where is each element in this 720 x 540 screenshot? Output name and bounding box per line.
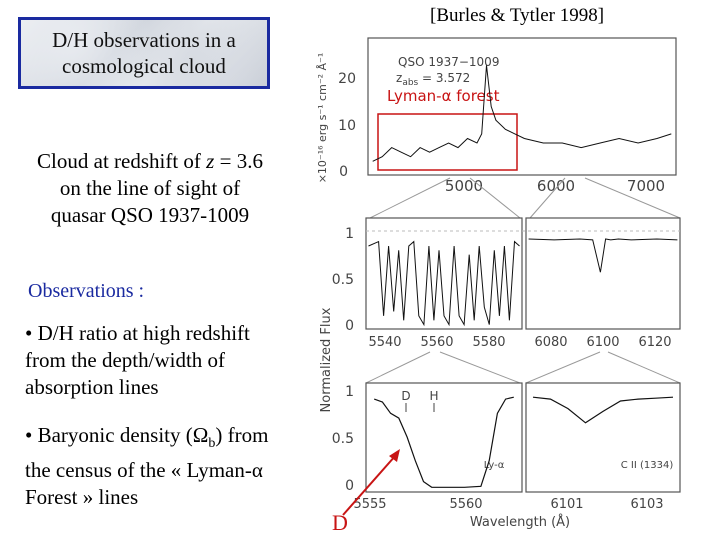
top-xtick-5000: 5000 [445,177,483,195]
observations-title: Observations : [28,280,145,302]
cloud-line-2: on the line of sight of [59,176,241,200]
mid-xtick-6100: 6100 [586,335,619,350]
mid-ytick-1: 1 [345,226,354,242]
deuterium-arrow [342,449,400,516]
middle-right-spectrum [528,238,678,273]
mid-ytick-0: 0 [345,318,354,334]
title-line-1: D/H observations in a [52,28,236,52]
title-box: D/H observations in a cosmological cloud [18,17,270,89]
zabs-label: zabs = 3.572 [396,71,470,88]
bottom-panels: 1 0.5 0 5555 5560 6101 6103 Wavelength (… [332,382,681,530]
top-panel-ylabel: ×10⁻¹⁶ erg s⁻¹ cm⁻² Å⁻¹ [316,53,329,184]
bot-ytick-0: 0 [345,478,354,494]
mid-xtick-5540: 5540 [368,335,401,350]
ly-alpha-panel-label: Ly-α [484,460,505,471]
bot-ytick-1: 1 [345,384,354,400]
middle-right-frame [525,217,681,330]
bullet-1-line-3: absorption lines [25,375,159,399]
normalized-flux-label: Normalized Flux [319,307,334,412]
reference-citation: [Burles & Tytler 1998] [430,5,605,26]
mid-ytick-05: 0.5 [332,272,354,288]
zoom-lines [369,177,681,219]
zabs-value: = 3.572 [418,71,470,85]
hydrogen-marker-label: H [429,389,438,403]
omega-subscript: b [208,436,216,452]
bot-ytick-05: 0.5 [332,431,354,447]
cloud-line-3: quasar QSO 1937-1009 [50,203,250,227]
bullet-baryonic-density: • Baryonic density (Ωb) from the census … [25,422,320,511]
top-panel-frame [367,37,677,176]
top-xtick-6000: 6000 [537,177,575,195]
mid-xtick-6120: 6120 [638,335,671,350]
cloud-line-1-prefix: Cloud at redshift of [37,149,207,173]
bullet-2-text-a: • Baryonic density ( [25,423,193,447]
lyman-forest-highlight [377,113,518,171]
zoom-line-4 [584,177,681,219]
zoom-line-1 [369,177,451,219]
zoom-line-7 [525,351,601,384]
arrow-head [389,449,400,462]
zoom-line-2 [469,177,521,219]
bot-xtick-5555: 5555 [353,497,386,512]
bottom-left-frame [365,382,523,493]
redshift-variable: z [206,149,215,173]
omega-symbol: Ω [192,423,209,447]
zoom-line-6 [439,351,521,384]
cloud-line-1: Cloud at redshift of z = 3.6 [10,148,290,175]
bullet-2-text-b: ) from [215,423,269,447]
cii-panel-label: C II (1334) [621,460,674,471]
bullet-1-line-2: from the depth/width of [25,348,226,372]
mid-xtick-5580: 5580 [472,335,505,350]
mid-xtick-6080: 6080 [534,335,567,350]
bullet-2-line-2: the census of the « Lyman-α [25,458,263,483]
zoom-line-3 [529,177,566,219]
zoom-line-5 [365,351,431,384]
zoom-lines-lower [365,351,681,384]
bottom-right-spectrum [532,396,674,424]
top-ytick-20: 20 [338,71,356,87]
bottom-right-frame [525,382,681,493]
zabs-z: z [396,71,402,85]
cloud-description: Cloud at redshift of z = 3.6 on the line… [10,148,290,229]
middle-left-spectrum [368,240,520,327]
deuterium-marker-label: D [401,389,410,403]
top-xtick-7000: 7000 [627,177,665,195]
bot-xtick-6103: 6103 [630,497,663,512]
zoom-line-8 [607,351,681,384]
arrow-shaft [342,454,397,516]
bot-xtick-6101: 6101 [550,497,583,512]
bullet-dh-ratio: • D/H ratio at high redshift from the de… [25,320,315,401]
wavelength-axis-label: Wavelength (Å) [470,514,570,530]
bullet-2-line-3: Forest » lines [25,485,139,510]
bullet-2-line-1: • Baryonic density (Ωb) from [25,422,320,457]
cloud-line-1-suffix: = 3.6 [214,149,263,173]
bottom-left-spectrum [373,396,514,488]
title-line-2: cosmological cloud [62,54,226,78]
bot-xtick-5560: 5560 [449,497,482,512]
deuterium-arrow-label: D [332,510,348,535]
zabs-sub: abs [402,78,418,88]
bullet-1-line-1: • D/H ratio at high redshift [25,321,250,345]
top-spectrum-line [372,65,672,162]
top-ytick-10: 10 [338,118,356,134]
lyman-alpha-forest-label: Lyman-α forest [387,87,500,105]
middle-panels: 1 0.5 0 5540 5560 5580 6080 6100 6120 No… [319,217,681,412]
top-ytick-0: 0 [339,164,348,180]
top-panel: ×10⁻¹⁶ erg s⁻¹ cm⁻² Å⁻¹ 0 10 20 5000 600… [316,37,677,195]
mid-xtick-5560: 5560 [420,335,453,350]
qso-name: QSO 1937−1009 [398,55,499,69]
